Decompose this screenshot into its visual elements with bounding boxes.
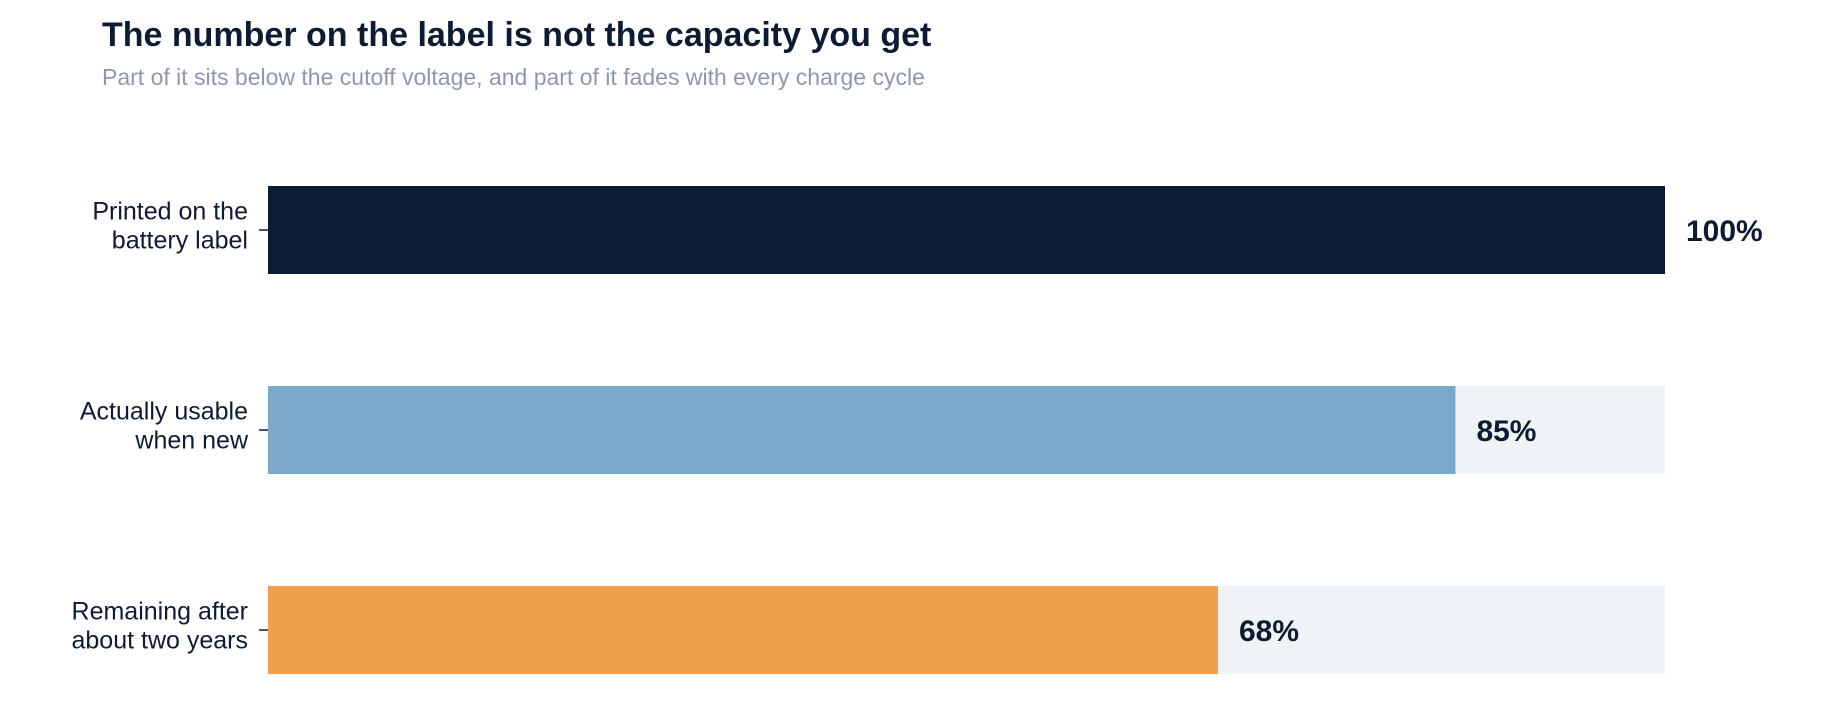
category-label: Actually usable when new	[80, 398, 249, 455]
value-label: 100%	[1686, 215, 1763, 248]
bar	[268, 386, 1456, 474]
chart-title: The number on the label is not the capac…	[102, 16, 932, 54]
bar	[268, 186, 1665, 274]
category-label: Printed on the battery label	[92, 198, 248, 255]
bar	[268, 586, 1218, 674]
category-label: Remaining after about two years	[72, 598, 249, 655]
value-label: 68%	[1239, 615, 1299, 648]
value-label: 85%	[1476, 415, 1536, 448]
chart-subtitle: Part of it sits below the cutoff voltage…	[102, 64, 925, 90]
